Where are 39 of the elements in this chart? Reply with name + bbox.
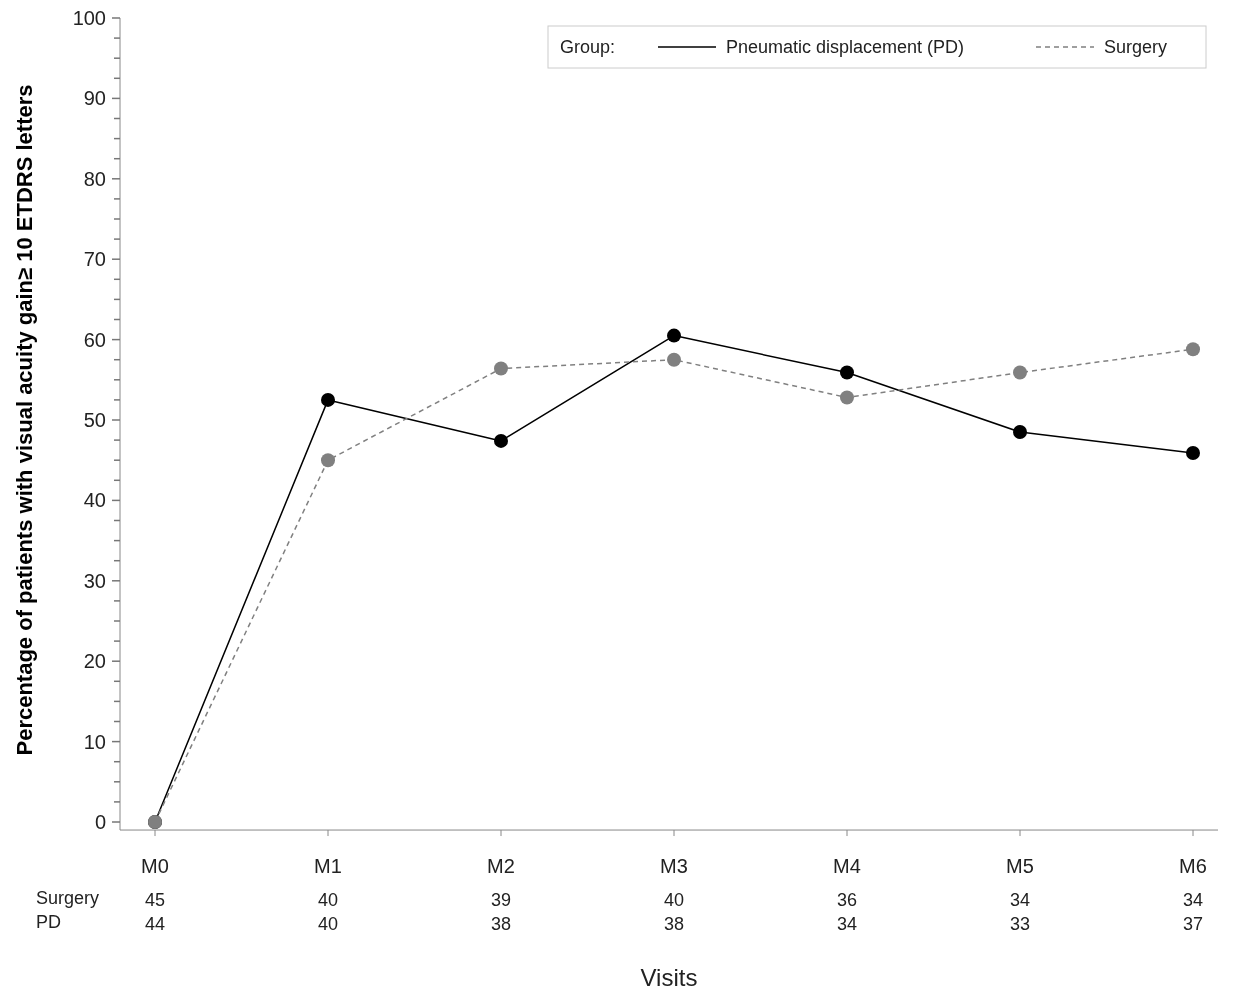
x-tick-label: M3 [660, 855, 688, 877]
text: 38 [663, 914, 685, 934]
text: 40 [317, 890, 339, 910]
x-tick-label: M0 [141, 855, 169, 877]
text: 44 [144, 914, 166, 934]
y-tick-label: 80 [83, 167, 106, 190]
y-tick-label: 10 [83, 730, 106, 753]
y-tick-label: 20 [83, 650, 106, 673]
text: Surgery [36, 888, 100, 908]
y-tick-label: 40 [83, 489, 106, 512]
x-tick-label: M2 [487, 855, 515, 877]
text: 39 [490, 890, 512, 910]
text: 40 [317, 914, 339, 934]
y-tick-label: 50 [83, 409, 106, 431]
text: 40 [663, 890, 685, 910]
y-axis-title: Percentage of patients with visual acuity gain≥ 10 ETDRS letters [12, 84, 37, 756]
text: 34 [1182, 890, 1204, 910]
y-tick-label: 30 [83, 569, 106, 592]
legend-label: Pneumatic displacement (PD) [726, 37, 965, 57]
legend-title: Group: [560, 37, 616, 57]
x-tick-label: M4 [833, 855, 861, 877]
text: 33 [1009, 914, 1031, 934]
x-tick-label: M1 [314, 855, 342, 877]
y-tick-label: 60 [83, 328, 106, 351]
y-tick-label: 90 [83, 87, 106, 110]
text: 34 [1009, 890, 1031, 910]
text: 34 [836, 914, 858, 934]
y-tick-label: 0 [94, 811, 106, 833]
x-axis-title: Visits [640, 964, 698, 991]
x-tick-label: M5 [1006, 855, 1034, 877]
y-tick-label: 100 [72, 7, 106, 29]
text: 37 [1182, 914, 1204, 934]
text: 45 [144, 890, 166, 910]
x-tick-label: M6 [1179, 855, 1207, 877]
y-tick-label: 70 [83, 248, 106, 271]
text: 38 [490, 914, 512, 934]
text: PD [36, 912, 62, 932]
text: 36 [836, 890, 858, 910]
legend-label: Surgery [1104, 37, 1168, 57]
